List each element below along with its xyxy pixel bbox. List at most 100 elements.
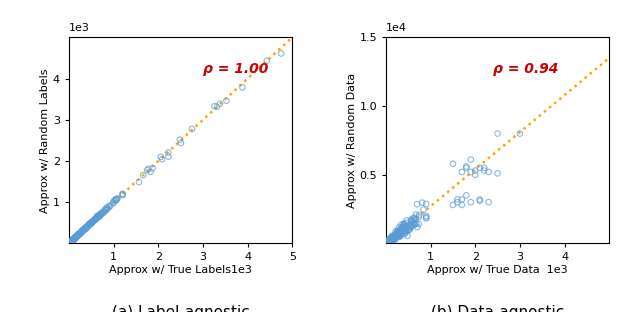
Point (69, 236, 79, 241)
Point (82, 225, 92, 230)
Point (383, 239, 393, 244)
Point (391, 232, 401, 236)
Y-axis label: Approx w/ Random Labels: Approx w/ Random Labels (40, 68, 50, 213)
Point (175, 137, 185, 142)
Point (386, 238, 396, 243)
Point (484, 200, 494, 205)
Point (67, 239, 77, 244)
Point (67, 239, 77, 244)
Point (67, 239, 77, 244)
Point (74, 232, 84, 236)
Point (67, 238, 77, 243)
Point (80, 226, 90, 231)
Point (401, 228, 411, 233)
Point (381, 241, 391, 246)
Point (404, 224, 414, 229)
Point (94, 214, 104, 219)
Point (67, 238, 77, 243)
Point (384, 239, 394, 244)
Point (399, 226, 409, 231)
Point (389, 235, 399, 240)
Point (393, 230, 403, 235)
Point (75, 231, 85, 236)
Point (391, 234, 401, 239)
Point (88, 219, 98, 224)
Point (381, 241, 391, 246)
Point (68, 238, 78, 243)
Point (387, 236, 398, 241)
Point (421, 216, 431, 221)
Point (384, 239, 394, 244)
Point (94, 214, 104, 219)
Point (163, 150, 173, 155)
Point (69, 236, 79, 241)
Point (391, 235, 401, 240)
Point (394, 225, 404, 230)
Point (391, 235, 401, 240)
Point (70, 235, 80, 240)
Point (117, 191, 127, 196)
Point (384, 239, 394, 244)
Point (92, 213, 102, 218)
Point (90, 217, 100, 222)
Point (79, 227, 89, 232)
Point (382, 240, 392, 245)
Point (484, 169, 494, 174)
Point (64, 241, 74, 246)
Point (392, 228, 403, 233)
Point (381, 241, 391, 246)
Point (385, 237, 395, 242)
Point (399, 229, 409, 234)
Point (67, 238, 77, 243)
Point (87, 221, 97, 226)
Point (388, 237, 398, 242)
Point (414, 222, 424, 227)
Point (396, 229, 406, 234)
Point (78, 228, 88, 233)
Point (65, 240, 75, 245)
Point (117, 192, 127, 197)
Point (383, 239, 393, 244)
Point (71, 234, 81, 239)
Point (89, 217, 99, 222)
Point (387, 238, 397, 243)
Point (69, 236, 79, 241)
Point (78, 227, 88, 232)
Point (101, 207, 111, 212)
Point (386, 238, 396, 243)
Point (418, 207, 428, 212)
Point (68, 237, 78, 242)
Point (66, 239, 76, 244)
Point (390, 237, 400, 242)
Point (82, 224, 92, 229)
X-axis label: Approx w/ True Labels1e3: Approx w/ True Labels1e3 (109, 265, 252, 275)
Point (421, 213, 431, 218)
Point (108, 200, 118, 205)
Point (101, 208, 111, 213)
Point (78, 228, 88, 233)
Point (70, 236, 80, 241)
Point (80, 226, 90, 231)
Point (397, 225, 407, 230)
Point (68, 237, 78, 242)
Point (392, 233, 402, 238)
Point (68, 238, 78, 243)
Point (176, 140, 186, 145)
Point (65, 241, 75, 246)
Point (112, 197, 122, 202)
Point (394, 233, 404, 238)
Point (466, 200, 476, 205)
Point (68, 236, 78, 241)
Point (389, 236, 399, 241)
Point (406, 219, 416, 224)
Point (65, 240, 75, 245)
Point (457, 169, 467, 174)
Point (384, 238, 394, 243)
Point (383, 239, 393, 244)
Point (466, 169, 476, 174)
Point (85, 221, 95, 226)
Point (80, 226, 90, 231)
Point (382, 240, 392, 245)
Point (392, 233, 402, 238)
Point (66, 239, 76, 244)
